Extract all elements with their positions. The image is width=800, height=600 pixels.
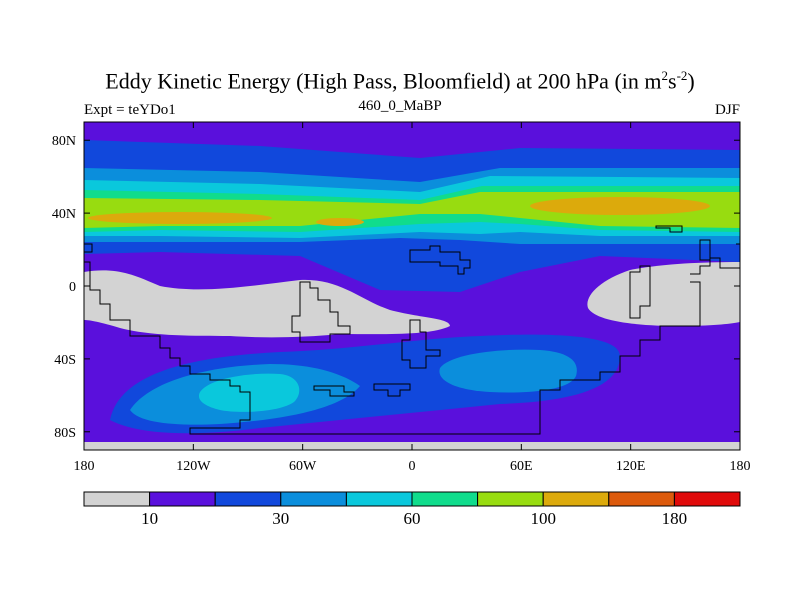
contour-field xyxy=(84,122,740,450)
x-tick-label: 120W xyxy=(176,459,211,474)
x-tick-label: 180 xyxy=(730,459,751,474)
x-tick-label: 60W xyxy=(289,459,317,474)
coast-japan xyxy=(655,225,683,233)
y-tick-label: 40S xyxy=(54,353,76,368)
y-tick-label: 0 xyxy=(69,280,76,295)
season-label: DJF xyxy=(714,102,740,118)
colorbar-box xyxy=(608,491,675,507)
tropical-min-west xyxy=(84,270,450,338)
coast-australia xyxy=(629,239,740,319)
y-tick-label: 80S xyxy=(54,426,76,441)
colorbar-box xyxy=(149,491,216,507)
colorbar-box xyxy=(345,491,413,507)
coast-sa xyxy=(84,261,701,435)
y-tick-label: 80N xyxy=(52,134,76,149)
colorbar-box xyxy=(477,491,544,507)
sh-band-l4 xyxy=(198,373,300,412)
coast-arabia xyxy=(409,245,471,275)
sh-band-l3-east xyxy=(439,349,577,393)
x-tick-label: 120E xyxy=(616,459,646,474)
axis-labels: 180 120W 60W 0 60E 120E 180 80N 40N 0 40S 80S xyxy=(52,134,751,474)
jet-max-mid xyxy=(316,218,364,226)
coast-africa xyxy=(291,281,351,343)
coast-india xyxy=(401,319,441,369)
chart-subtitle: 460_0_MaBP xyxy=(358,98,442,114)
colorbar-box xyxy=(280,491,347,507)
jet-max-pacific xyxy=(530,197,710,215)
x-tick-label: 60E xyxy=(510,459,533,474)
colorbar-label: 60 xyxy=(404,509,421,528)
tropical-min-east xyxy=(587,262,740,326)
axis-ticks xyxy=(83,122,741,450)
chart-title: Eddy Kinetic Energy (High Pass, Bloomfie… xyxy=(105,68,695,94)
y-tick-label: 40N xyxy=(52,207,76,222)
x-tick-label: 180 xyxy=(74,459,95,474)
colorbar-box xyxy=(83,491,151,507)
coast-sa-islands xyxy=(313,383,411,397)
colorbar: 10 30 60 100 180 xyxy=(83,491,741,528)
experiment-label: Expt = teYDo1 xyxy=(84,102,176,118)
colorbar-label: 30 xyxy=(272,509,289,528)
coastlines xyxy=(84,225,740,435)
colorbar-box xyxy=(673,491,741,507)
x-tick-label: 0 xyxy=(409,459,416,474)
colorbar-label: 10 xyxy=(141,509,158,528)
colorbar-box xyxy=(542,491,610,507)
colorbar-label: 180 xyxy=(662,509,688,528)
colorbar-box xyxy=(411,491,479,507)
jet-max-atlantic xyxy=(88,212,272,224)
coast-west xyxy=(84,243,93,253)
colorbar-box xyxy=(214,491,282,507)
colorbar-label: 100 xyxy=(530,509,556,528)
